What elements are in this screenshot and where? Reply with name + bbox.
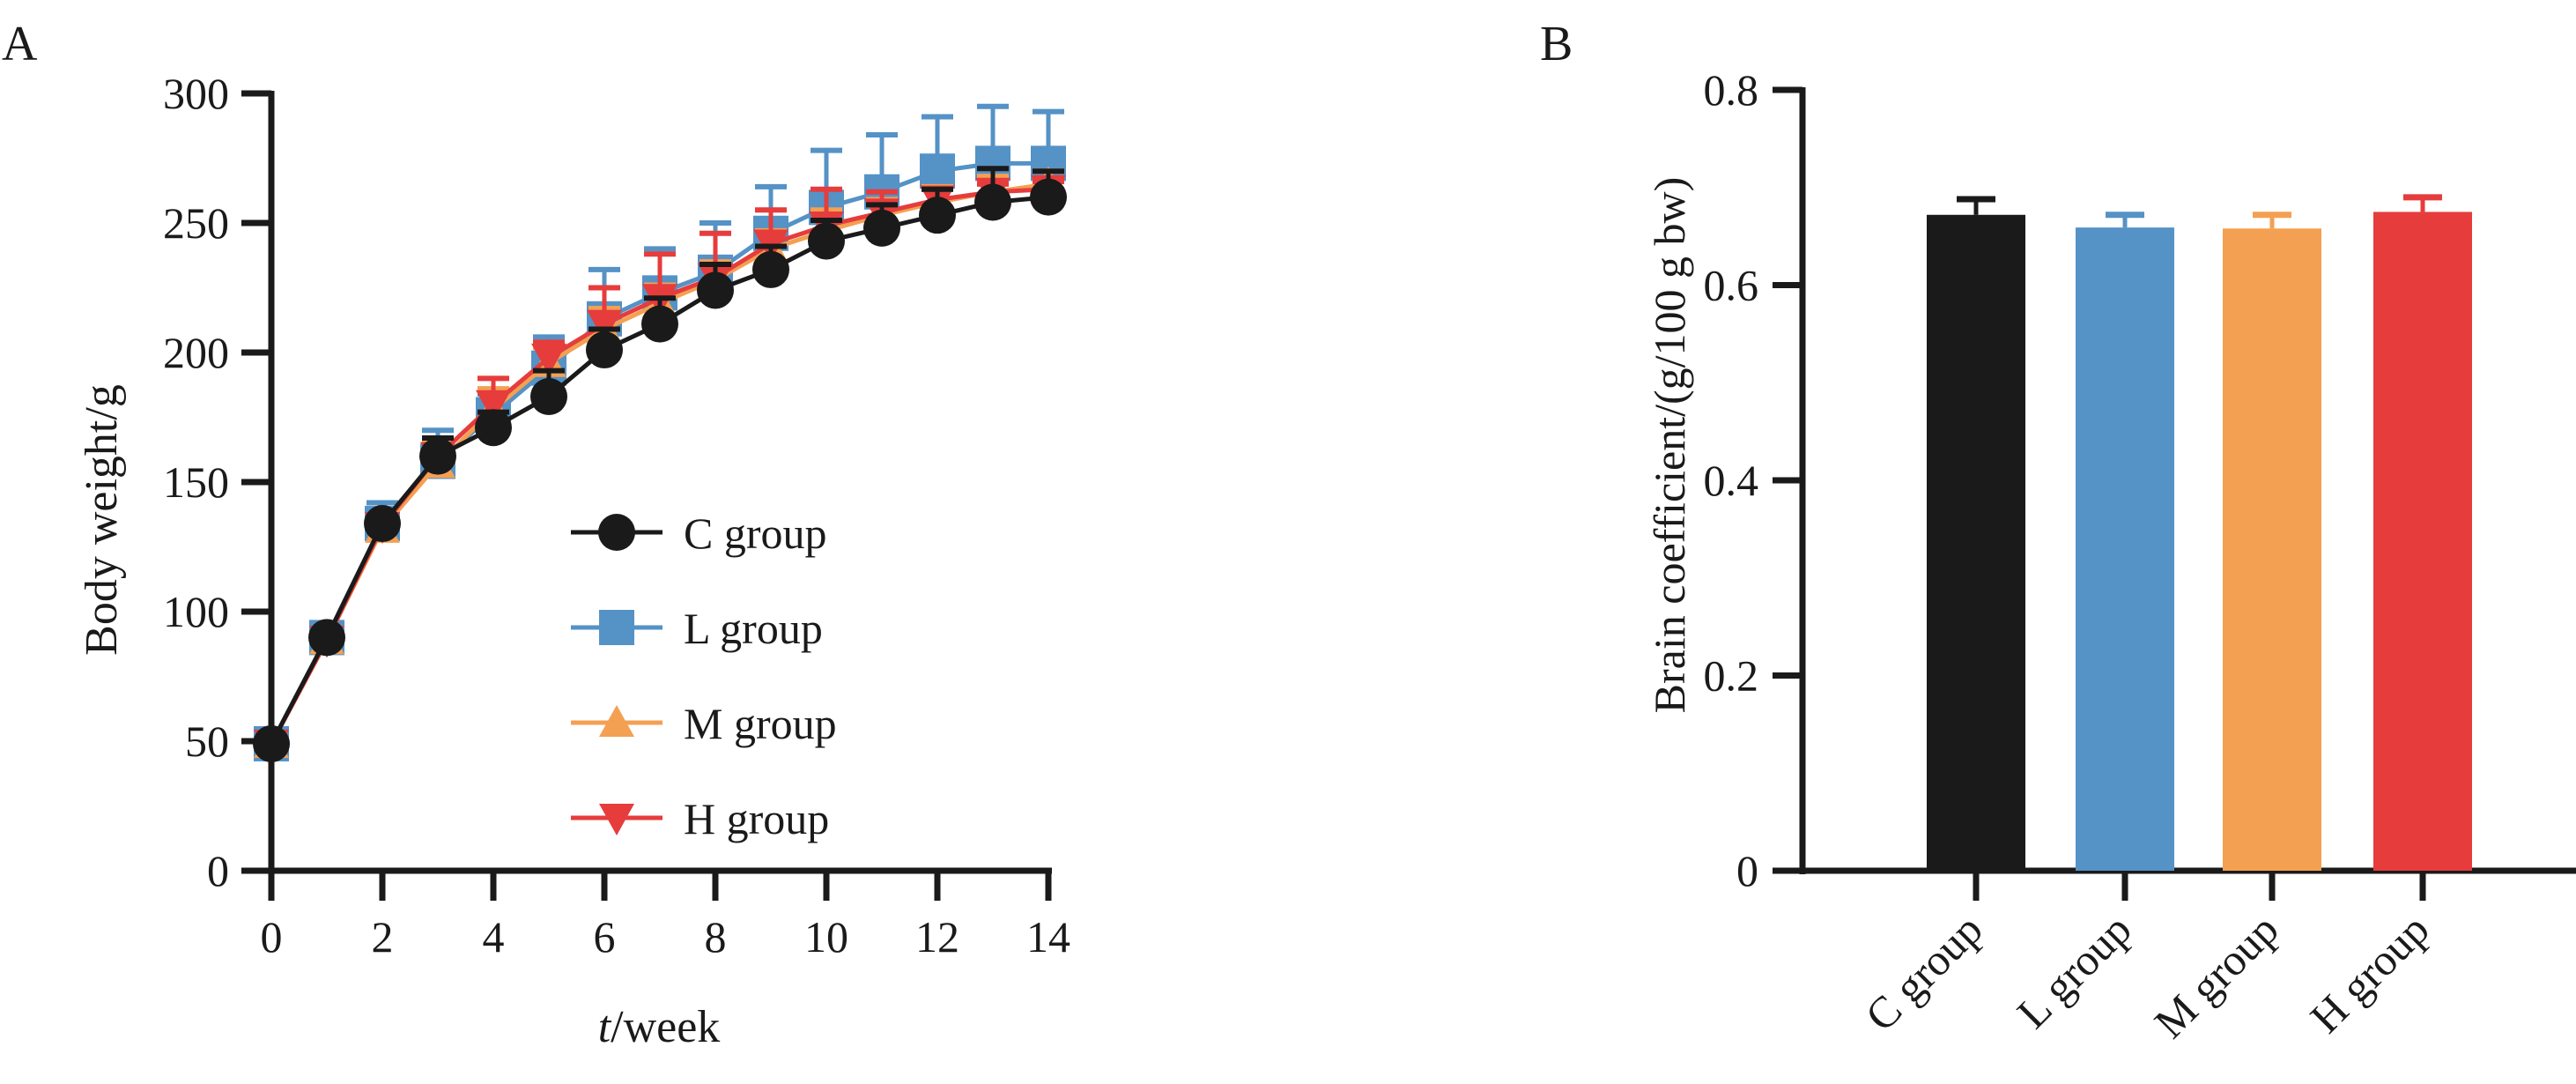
bars-group: C group L group M group H group bbox=[1855, 194, 2472, 1048]
legend-item: C group bbox=[571, 509, 827, 558]
data-point bbox=[920, 153, 955, 189]
x-tick-label: 0 bbox=[261, 912, 283, 961]
y-axis-label: Brain coefficient/(g/100 g bw) bbox=[1645, 177, 1694, 714]
legend-marker-icon bbox=[598, 514, 635, 551]
x-tick-label: 6 bbox=[594, 912, 616, 961]
x-tick-label: 2 bbox=[372, 912, 394, 961]
x-tick-label: C group bbox=[1855, 904, 1992, 1041]
data-point bbox=[919, 197, 956, 234]
bar bbox=[1927, 214, 2025, 871]
x-axis-label-italic: t bbox=[598, 1002, 612, 1052]
data-point bbox=[253, 724, 290, 762]
data-point bbox=[586, 331, 623, 369]
data-point bbox=[476, 390, 511, 422]
legend-label: M group bbox=[684, 699, 837, 748]
legend: C group L group M group H group bbox=[571, 509, 837, 843]
bar-group-m-group: M group bbox=[2144, 212, 2321, 1048]
x-tick-label: 8 bbox=[705, 912, 727, 961]
y-tick-label: 0.4 bbox=[1704, 456, 1759, 505]
data-point bbox=[1030, 178, 1067, 216]
panel-label-b: B bbox=[1540, 17, 1573, 71]
x-tick-label: 14 bbox=[1026, 912, 1070, 961]
data-point bbox=[587, 309, 622, 342]
y-tick-label: 150 bbox=[163, 457, 229, 507]
tick-labels: 0 50 100 150 200 250 300 0 2 4 6 8 10 12 14 bbox=[163, 69, 1070, 961]
data-point bbox=[419, 437, 456, 475]
data-point bbox=[863, 209, 900, 247]
x-tick-label: 12 bbox=[915, 912, 959, 961]
x-axis-label-rest: /week bbox=[611, 1002, 720, 1052]
legend-marker-icon bbox=[599, 705, 634, 737]
y-tick-label: 0 bbox=[207, 846, 229, 895]
legend-label: L group bbox=[684, 604, 823, 653]
y-tick-label: 0.8 bbox=[1704, 65, 1759, 115]
y-tick-label: 250 bbox=[163, 198, 229, 248]
y-tick-label: 0.2 bbox=[1704, 651, 1759, 701]
axes: 0 0.2 0.4 0.6 0.8 bbox=[1704, 65, 2576, 895]
data-point bbox=[974, 183, 1011, 221]
y-tick-label: 100 bbox=[163, 587, 229, 636]
legend-item: H group bbox=[571, 794, 829, 843]
bar-group-h-group: H group bbox=[2300, 194, 2472, 1043]
legend-item: L group bbox=[571, 604, 823, 653]
y-tick-label: 200 bbox=[163, 328, 229, 377]
y-tick-label: 300 bbox=[163, 69, 229, 118]
data-point bbox=[641, 305, 678, 343]
bar-group-c-group: C group bbox=[1855, 196, 2025, 1041]
series-group bbox=[253, 103, 1067, 762]
y-tick-label: 0 bbox=[1736, 846, 1758, 895]
chart-body-weight: A 0 50 100 150 200 250 300 0 2 4 6 8 10 12 14 Body wei… bbox=[2, 17, 1070, 1052]
data-point bbox=[530, 377, 567, 415]
x-tick-label: H group bbox=[2300, 904, 2438, 1042]
x-tick-label: L group bbox=[2008, 904, 2141, 1037]
y-tick-label: 50 bbox=[185, 716, 229, 766]
bar bbox=[2373, 212, 2472, 871]
panel-label-a: A bbox=[2, 17, 38, 71]
y-tick-label: 0.6 bbox=[1704, 261, 1759, 310]
bar bbox=[2076, 227, 2174, 872]
x-tick-label: 4 bbox=[483, 912, 505, 961]
data-point bbox=[697, 271, 734, 309]
data-point bbox=[364, 505, 401, 543]
x-tick-label: M group bbox=[2144, 904, 2287, 1047]
legend-label: C group bbox=[684, 509, 827, 558]
bar-group-l-group: L group bbox=[2008, 212, 2174, 1037]
y-axis-label: Body weight/g bbox=[77, 384, 127, 656]
data-point bbox=[752, 250, 789, 288]
x-axis-label: t/week bbox=[598, 1002, 721, 1052]
legend-marker-icon bbox=[599, 804, 634, 835]
series-c-group bbox=[253, 166, 1067, 762]
x-tick-label: 10 bbox=[804, 912, 848, 961]
series-h-group bbox=[254, 174, 1066, 761]
legend-marker-icon bbox=[599, 610, 634, 645]
data-point bbox=[531, 343, 566, 375]
legend-label: H group bbox=[684, 794, 829, 843]
bar bbox=[2223, 228, 2321, 871]
data-point bbox=[475, 409, 512, 447]
data-point bbox=[808, 222, 845, 260]
legend-item: M group bbox=[571, 699, 837, 748]
data-point bbox=[308, 619, 345, 657]
